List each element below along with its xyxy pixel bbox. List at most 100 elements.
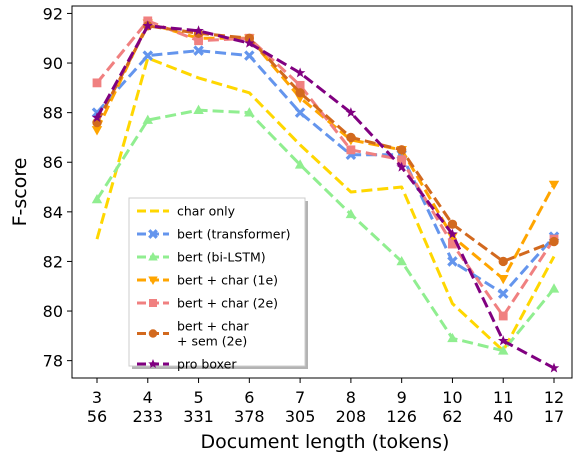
data-point (244, 50, 255, 61)
legend-item-bert-bi-lstm: bert (bi-LSTM) (137, 250, 266, 265)
data-point (498, 311, 508, 321)
legend-marker (149, 299, 157, 307)
x-tick-label: 7 (295, 388, 305, 407)
y-axis: 78 80 82 84 86 88 90 92 (43, 4, 72, 371)
legend-item-bert-transformer: bert (transformer) (137, 227, 291, 242)
data-point (396, 255, 407, 266)
plot-lines (91, 16, 560, 373)
data-point (142, 114, 154, 124)
data-point (91, 193, 103, 204)
x-tick-sublabel: 126 (386, 407, 417, 426)
data-point (91, 126, 103, 136)
legend-label: bert (transformer) (177, 227, 291, 242)
data-point (193, 45, 204, 56)
series-line (95, 19, 556, 318)
data-point (396, 145, 407, 155)
data-point (346, 132, 356, 143)
x-tick-sublabel: 378 (234, 407, 265, 426)
series-char-only (95, 56, 556, 353)
plot-frame (71, 5, 573, 379)
legend-label: bert (bi-LSTM) (177, 250, 266, 265)
data-point (345, 107, 357, 118)
x-tick-sublabel: 62 (442, 407, 462, 426)
y-tick-label: 78 (43, 352, 63, 371)
legend-label: pro boxer (177, 357, 237, 372)
data-point (448, 239, 457, 249)
data-point (345, 208, 357, 219)
legend-item-char-only: char only (137, 204, 236, 219)
data-point (498, 256, 508, 267)
x-tick-label: 8 (346, 388, 356, 407)
legend-label: bert + char (2e) (177, 296, 278, 311)
data-point (91, 112, 103, 123)
x-tick-label: 12 (544, 388, 564, 407)
data-point (548, 362, 560, 373)
x-tick-sublabel: 233 (133, 407, 164, 426)
data-point (497, 345, 509, 355)
data-point (447, 332, 458, 343)
data-point (294, 107, 306, 118)
y-tick-label: 80 (43, 302, 63, 321)
data-point (193, 25, 204, 36)
data-point (447, 228, 458, 239)
data-point (295, 88, 305, 98)
y-tick-label: 88 (43, 104, 63, 123)
legend-item-bert-char-sem-2e: bert + char + sem (2e) (137, 319, 250, 349)
data-point (346, 145, 356, 155)
x-tick-sublabel: 17 (544, 407, 564, 426)
y-tick-label: 92 (43, 4, 63, 23)
legend-item-bert-char-1e: bert + char (1e) (137, 273, 278, 288)
x-tick-label: 3 (92, 388, 102, 407)
data-point (447, 219, 458, 229)
x-tick-label: 5 (193, 388, 203, 407)
data-point (397, 155, 407, 165)
x-tick-sublabel: 56 (87, 407, 107, 426)
data-point (447, 232, 458, 243)
data-point (244, 107, 255, 117)
legend-marker (148, 329, 158, 338)
series-line (95, 24, 555, 370)
legend-box (128, 197, 306, 367)
data-point (447, 256, 458, 267)
data-point (92, 78, 102, 88)
data-point (497, 274, 509, 285)
data-point (548, 180, 560, 191)
x-tick-label: 9 (397, 388, 407, 407)
data-point (193, 104, 204, 115)
legend-marker (148, 229, 158, 239)
data-point (294, 67, 306, 78)
legend-item-bert-char-2e: bert + char (2e) (137, 296, 278, 311)
x-tick-label: 11 (493, 388, 513, 407)
y-axis-label: F-score (9, 158, 31, 227)
legend-label: bert + char (1e) (177, 273, 278, 288)
series-bert-bi-lstm (91, 104, 560, 355)
data-point (548, 283, 560, 293)
data-point (194, 36, 203, 46)
x-tick-sublabel: 208 (336, 407, 367, 426)
y-tick-label: 84 (43, 203, 63, 222)
x-tick-label: 10 (442, 388, 462, 407)
legend-marker (148, 276, 158, 285)
legend-label: bert + char + sem (2e) (177, 319, 250, 349)
data-point (497, 335, 509, 346)
x-tick-label: 6 (244, 388, 254, 407)
y-tick-label: 86 (43, 153, 63, 172)
data-point (497, 288, 509, 299)
legend: char only bert (transformer) bert (bi-LSTM… (128, 197, 308, 372)
series-line (95, 56, 556, 353)
legend-item-pro-boxer: pro boxer (137, 357, 237, 372)
data-point (294, 159, 306, 169)
x-tick-sublabel: 305 (285, 407, 316, 426)
data-point (244, 37, 255, 48)
y-tick-label: 90 (43, 54, 63, 73)
data-point (295, 80, 305, 90)
data-point (549, 236, 559, 247)
x-axis-label: Document length (tokens) (201, 431, 450, 453)
x-tick-sublabel: 331 (183, 407, 214, 426)
legend-label: char only (177, 204, 236, 219)
y-tick-label: 82 (43, 252, 63, 271)
legend-marker (148, 252, 158, 261)
data-point (142, 20, 154, 31)
